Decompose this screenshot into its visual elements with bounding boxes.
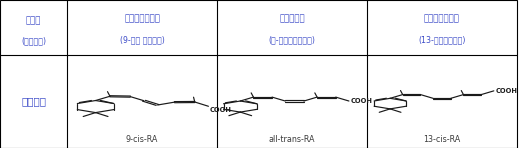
Text: all-trans-RA: all-trans-RA [269,135,315,144]
Text: (올-트렌스레티노산): (올-트렌스레티노산) [268,35,315,44]
Text: COOH: COOH [210,107,232,113]
Text: 드레티노인: 드레티노인 [279,15,305,24]
Text: 알리드레티노인: 알리드레티노인 [124,15,160,24]
Text: (13-시스레티노산): (13-시스레티노산) [418,35,466,44]
Text: 9-cis-RA: 9-cis-RA [126,135,158,144]
Text: 화학구조: 화학구조 [21,96,46,106]
Text: 이소트레티노인: 이소트레티노인 [424,15,460,24]
Text: (유효성분): (유효성분) [21,37,46,46]
Text: 13-cis-RA: 13-cis-RA [423,135,460,144]
Text: COOH: COOH [350,98,373,104]
Text: (9-시스 레티노산): (9-시스 레티노산) [120,35,164,44]
Text: COOH: COOH [495,88,517,94]
Text: 품목명: 품목명 [26,16,41,25]
